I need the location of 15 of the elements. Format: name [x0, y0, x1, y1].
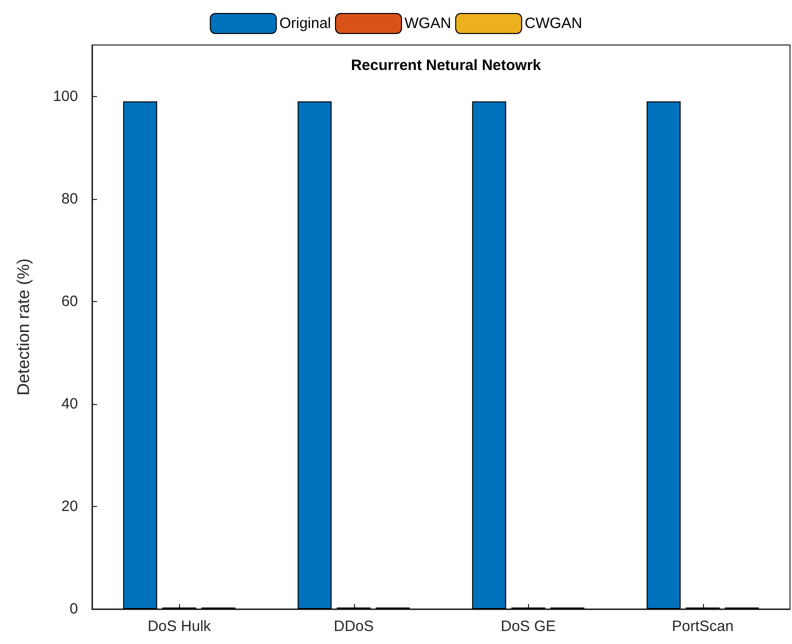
y-tick-label: 100	[52, 88, 78, 105]
legend-label: Original	[279, 15, 332, 32]
x-tick-label: DDoS	[334, 618, 374, 635]
x-tick-label: PortScan	[672, 618, 734, 635]
y-tick-label: 20	[61, 498, 78, 515]
x-tick-label: DoS Hulk	[148, 618, 212, 635]
y-tick-label: 0	[70, 600, 78, 618]
y-tick-label: 60	[61, 292, 78, 310]
y-axis-title: Detection rate (%)	[14, 258, 33, 396]
y-tick-label: 40	[61, 395, 78, 412]
x-tick-label: DoS GE	[500, 618, 556, 635]
legend-label: WGAN	[404, 15, 452, 32]
y-tick-label: 80	[61, 190, 78, 208]
text: Recurrent Netural Netowrk	[350, 57, 542, 74]
legend-label: CWGAN	[524, 15, 582, 32]
